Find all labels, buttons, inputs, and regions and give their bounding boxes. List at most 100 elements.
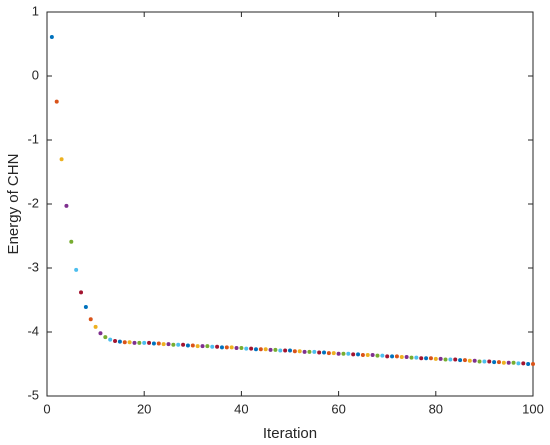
point bbox=[54, 99, 59, 104]
point bbox=[511, 360, 516, 365]
x-tick-label: 20 bbox=[137, 401, 151, 416]
point bbox=[195, 344, 200, 349]
point bbox=[171, 342, 176, 347]
point bbox=[156, 341, 161, 346]
point bbox=[390, 354, 395, 359]
point bbox=[482, 359, 487, 364]
point bbox=[258, 347, 263, 352]
point bbox=[506, 360, 511, 365]
y-tick-label: -4 bbox=[27, 323, 39, 338]
plot-area bbox=[46, 11, 534, 397]
point bbox=[253, 347, 258, 352]
point bbox=[147, 340, 152, 345]
point bbox=[404, 354, 409, 359]
point bbox=[200, 344, 205, 349]
point bbox=[472, 358, 477, 363]
point bbox=[302, 349, 307, 354]
point bbox=[224, 345, 229, 350]
point bbox=[438, 356, 443, 361]
point bbox=[317, 350, 322, 355]
point bbox=[365, 353, 370, 358]
point bbox=[79, 290, 84, 295]
y-tick-label: -5 bbox=[27, 387, 39, 402]
point bbox=[462, 358, 467, 363]
point bbox=[496, 360, 501, 365]
point bbox=[307, 349, 312, 354]
point bbox=[409, 355, 414, 360]
x-tick-label: 0 bbox=[43, 401, 50, 416]
point bbox=[433, 356, 438, 361]
point bbox=[356, 352, 361, 357]
point bbox=[443, 357, 448, 362]
x-tick-label: 100 bbox=[522, 401, 544, 416]
point bbox=[424, 356, 429, 361]
y-tick-label: 0 bbox=[32, 67, 39, 82]
x-tick-label: 80 bbox=[429, 401, 443, 416]
point bbox=[336, 351, 341, 356]
point bbox=[360, 353, 365, 358]
point bbox=[516, 361, 521, 366]
point bbox=[234, 346, 239, 350]
point bbox=[375, 353, 380, 358]
point bbox=[205, 344, 210, 349]
x-tick-label: 40 bbox=[234, 401, 248, 416]
point bbox=[83, 305, 88, 310]
point bbox=[273, 347, 278, 352]
point bbox=[117, 339, 122, 344]
point bbox=[64, 203, 69, 208]
point bbox=[467, 358, 472, 363]
point bbox=[113, 338, 118, 343]
y-axis-label: Energy of CHN bbox=[5, 154, 22, 255]
point bbox=[278, 348, 283, 353]
point bbox=[288, 348, 292, 353]
point bbox=[322, 350, 327, 355]
point bbox=[453, 357, 458, 362]
point bbox=[380, 353, 385, 358]
point bbox=[428, 356, 433, 361]
y-tick-label: -1 bbox=[27, 131, 39, 146]
point bbox=[531, 362, 535, 366]
point bbox=[219, 345, 224, 350]
point bbox=[448, 357, 453, 362]
point bbox=[244, 346, 249, 351]
point bbox=[326, 351, 331, 356]
y-tick-label: -2 bbox=[27, 195, 39, 210]
point bbox=[69, 239, 74, 244]
point bbox=[351, 352, 356, 357]
point bbox=[249, 346, 254, 351]
point bbox=[88, 317, 93, 322]
point bbox=[137, 340, 142, 345]
point bbox=[297, 349, 302, 354]
point bbox=[190, 343, 195, 348]
y-tick-label: -3 bbox=[27, 259, 39, 274]
point bbox=[210, 344, 215, 349]
point bbox=[103, 335, 108, 340]
point bbox=[492, 360, 497, 365]
point bbox=[151, 341, 156, 346]
point bbox=[385, 354, 390, 359]
x-axis-label: Iteration bbox=[263, 425, 317, 442]
point bbox=[142, 340, 147, 345]
x-tick-label: 60 bbox=[331, 401, 345, 416]
point bbox=[185, 343, 190, 348]
y-tick-label: 1 bbox=[32, 3, 39, 18]
point bbox=[521, 361, 526, 366]
point bbox=[181, 342, 186, 347]
point bbox=[414, 355, 419, 360]
point bbox=[166, 342, 171, 347]
point bbox=[127, 340, 132, 345]
point bbox=[292, 349, 297, 354]
point bbox=[132, 340, 137, 345]
point bbox=[331, 351, 336, 356]
point bbox=[108, 337, 113, 342]
point bbox=[215, 344, 220, 349]
point bbox=[526, 362, 531, 366]
point bbox=[161, 342, 166, 347]
point bbox=[501, 360, 506, 365]
point bbox=[229, 345, 234, 350]
point bbox=[346, 351, 351, 356]
point bbox=[487, 359, 492, 364]
point bbox=[370, 353, 375, 358]
point bbox=[312, 349, 317, 354]
